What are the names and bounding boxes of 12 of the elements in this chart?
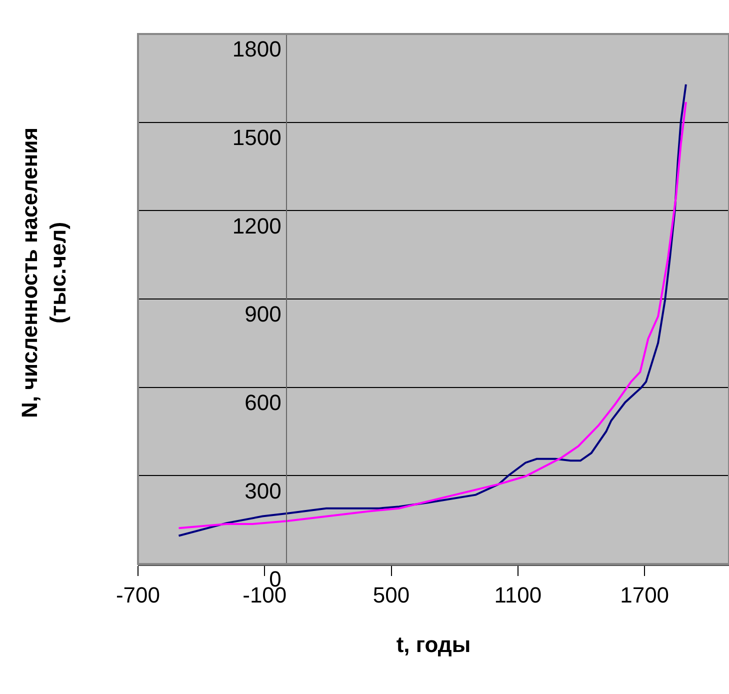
x-tick-label: 1700: [620, 582, 670, 608]
x-tick-label: -700: [116, 582, 160, 608]
x-axis-title: t, годы: [396, 632, 471, 657]
y-tick-label: 1500: [232, 125, 282, 150]
y-tick-label: 900: [244, 302, 282, 327]
y-axis-title: N, численность населения (тыс.чел): [16, 127, 71, 418]
x-tick-label: 500: [372, 582, 410, 608]
y-tick-label: 300: [244, 478, 282, 504]
y-tick-label: 600: [244, 390, 282, 416]
y-tick-label: 1800: [232, 36, 282, 62]
x-tick-label: 1100: [494, 582, 542, 608]
y-tick-label: 1200: [232, 213, 282, 238]
